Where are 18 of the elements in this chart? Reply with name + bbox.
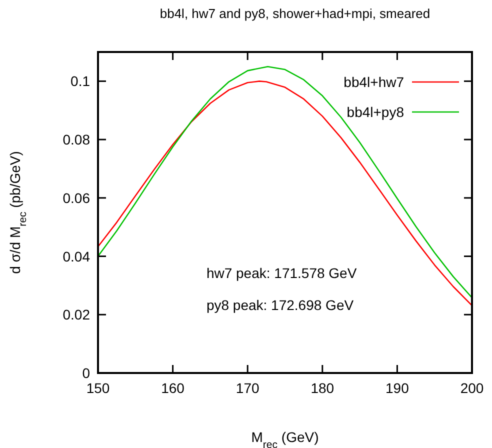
x-tick-label: 160 [161,380,185,396]
legend-label: bb4l+py8 [346,104,404,120]
y-tick-label: 0.02 [62,306,90,323]
x-tick-label: 150 [86,380,110,396]
y-tick-label: 0.06 [62,190,90,206]
y-tick-label: 0.04 [62,248,90,264]
y-tick-label: 0 [82,365,90,381]
x-axis-title: M$_{rec}$ (GeV) [251,429,319,448]
y-tick-label: 0.1 [70,73,90,90]
chart-title: bb4l, hw7 and py8, shower+had+mpi, smeared [160,6,430,21]
legend-label: bb4l+hw7 [344,74,404,90]
annotation: py8 peak: 172.698 GeV [206,297,354,313]
x-tick-label: 190 [386,380,410,396]
x-tick-label: 200 [460,380,484,396]
x-tick-label: 180 [310,380,334,396]
annotation: hw7 peak: 171.578 GeV [206,265,358,281]
x-tick-label: 170 [236,380,260,396]
y-tick-label: 0.08 [62,132,90,148]
